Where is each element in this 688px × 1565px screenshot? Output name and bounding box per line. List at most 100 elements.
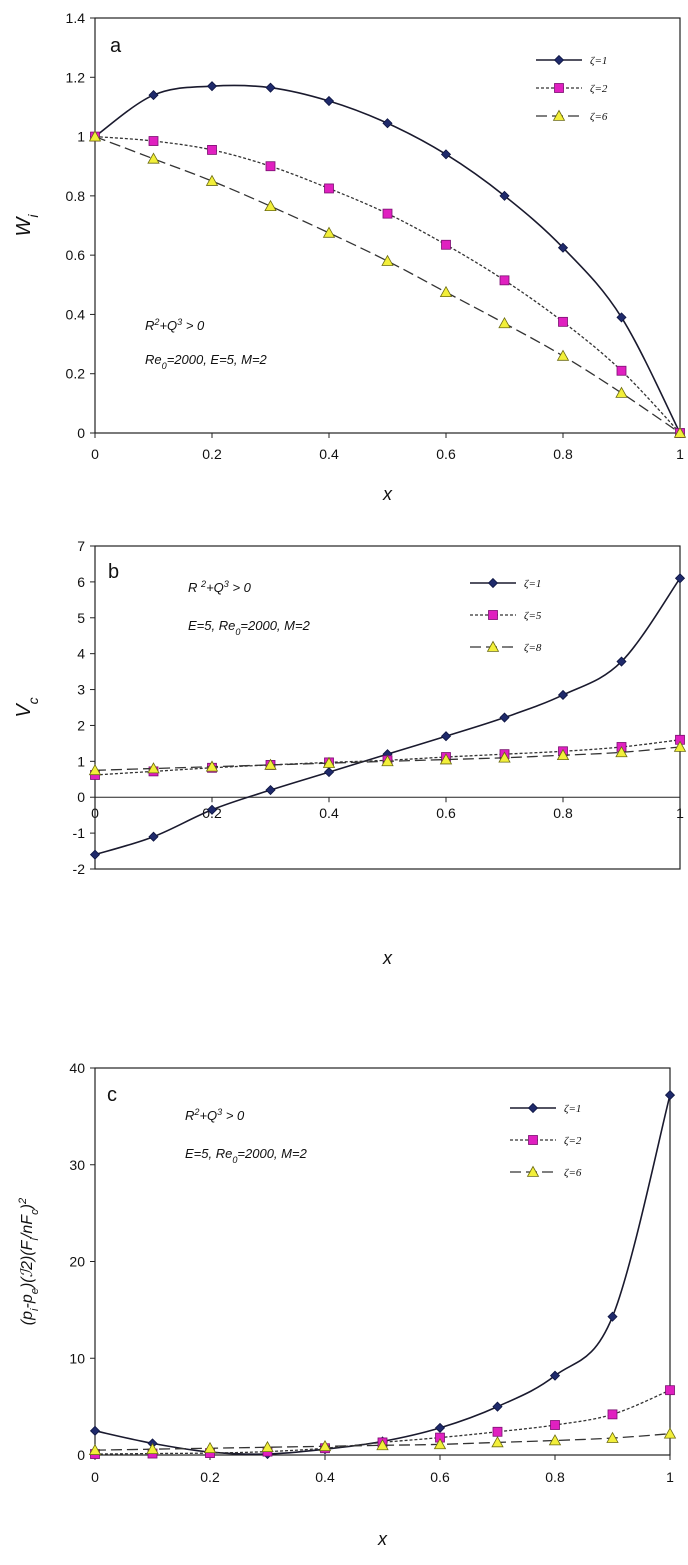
x-tick-label: 0.8 — [553, 446, 573, 462]
x-axis-title: x — [382, 948, 393, 968]
series-triangle — [88, 740, 687, 776]
y-tick-label: 6 — [77, 574, 85, 590]
y-axis-title: (pi-pe)(ℐ2)(Fi/nFc)2 — [17, 1197, 41, 1325]
legend-label: ζ=1 — [524, 578, 541, 590]
annotation-l1-part: R — [185, 1108, 194, 1123]
y-tick-label: 1 — [77, 129, 85, 145]
x-tick-label: 1 — [666, 1469, 674, 1485]
data-point — [265, 784, 276, 796]
legend-label: ζ=2 — [564, 1135, 582, 1147]
y-axis-title-part: ) — [19, 1204, 36, 1211]
y-tick-label: 20 — [69, 1254, 85, 1270]
data-point — [88, 763, 102, 776]
x-tick-label: 0.4 — [319, 446, 339, 462]
chart-panel-a: 0 0.2 0.4 0.6 0.8 1 1.2 1.4 0 0.2 0.4 0.6 0.8 1 x Wi a R2… — [13, 10, 687, 504]
data-point — [148, 831, 159, 842]
annotation-l2-part: 0 — [162, 361, 167, 371]
annotation-l1-part: +Q — [206, 580, 224, 595]
data-point — [674, 573, 686, 584]
data-point — [206, 81, 218, 92]
legend-marker — [526, 1165, 540, 1177]
y-tick-label: 4 — [77, 646, 85, 662]
legend-label: ζ=6 — [590, 111, 608, 123]
series-line — [94, 1433, 671, 1451]
data-point — [323, 95, 335, 107]
data-point — [616, 365, 627, 376]
data-point — [318, 1439, 332, 1452]
y-tick-label: 0.4 — [66, 306, 86, 322]
y-axis-title-part: -p — [19, 1294, 36, 1308]
data-point — [665, 1385, 675, 1396]
data-point — [607, 1409, 618, 1420]
data-point — [88, 130, 102, 142]
x-tick-label: 0.8 — [553, 805, 573, 821]
y-tick-label: 1.4 — [66, 10, 86, 26]
legend-marker — [554, 83, 564, 93]
annotation-l1-part: 2 — [193, 1107, 199, 1117]
legend-label: ζ=5 — [524, 610, 542, 622]
annotation-l1-part: > 0 — [229, 580, 252, 595]
y-axis-title-part: 2 — [17, 1197, 29, 1205]
x-axis-title: x — [377, 1529, 388, 1549]
annotation-l2-part: 0 — [235, 627, 240, 637]
annotation-l1: R2+Q3 > 0 — [145, 317, 205, 333]
data-point — [89, 849, 101, 860]
y-tick-label: -2 — [73, 861, 86, 877]
panel-letter: c — [107, 1084, 117, 1106]
annotation-l2-part: Re — [145, 352, 162, 367]
data-point — [322, 756, 336, 768]
data-point — [499, 275, 510, 286]
legend-marker — [486, 640, 500, 652]
y-tick-label: -1 — [73, 825, 86, 841]
annotation-l2-part: E=5, Re — [185, 1146, 232, 1161]
data-point — [261, 1440, 274, 1453]
legend-label: ζ=8 — [524, 642, 542, 654]
legend-label: ζ=6 — [564, 1167, 582, 1179]
y-axis-title-part: /nF — [19, 1214, 36, 1239]
data-point — [382, 208, 393, 219]
y-tick-label: 30 — [69, 1157, 85, 1173]
y-axis-title-part: c — [29, 1209, 41, 1215]
plot-frame — [94, 17, 681, 434]
y-tick-label: 1.2 — [66, 69, 86, 85]
data-point — [556, 349, 570, 361]
y-tick-label: 3 — [77, 682, 85, 698]
data-point — [549, 1370, 561, 1381]
y-axis-title-part: (p — [19, 1311, 36, 1325]
y-tick-label: 1 — [77, 753, 85, 769]
x-tick-label: 1 — [676, 805, 684, 821]
data-point — [324, 183, 334, 194]
data-point — [607, 1311, 618, 1322]
annotation-l1-part: 3 — [177, 317, 182, 327]
legend-label: ζ=1 — [564, 1103, 581, 1115]
x-tick-label: 0.4 — [315, 1469, 335, 1485]
data-point — [88, 1443, 102, 1455]
legend-marker — [552, 109, 566, 121]
data-point — [440, 149, 452, 160]
annotation-l1-part: 3 — [217, 1107, 222, 1117]
annotation-l2-part: =2000, E=5, M=2 — [167, 352, 268, 367]
data-point — [323, 767, 335, 778]
x-tick-label: 0.6 — [436, 805, 456, 821]
y-axis-title-part: )(ℐ2)(F — [19, 1239, 36, 1290]
data-point — [146, 1442, 159, 1454]
series-triangle — [88, 130, 687, 438]
data-point — [148, 136, 159, 146]
data-point — [557, 242, 569, 253]
data-point — [664, 1090, 676, 1101]
panel-letter: b — [108, 561, 119, 583]
series-diamond — [89, 573, 686, 860]
data-point — [499, 712, 510, 723]
y-axis-title-subscript: c — [25, 697, 41, 704]
series-line — [94, 84, 681, 434]
data-point — [615, 746, 628, 758]
data-point — [440, 731, 452, 742]
x-tick-label: 0.2 — [202, 446, 222, 462]
data-point — [673, 740, 687, 752]
annotation-l1-part: > 0 — [222, 1108, 245, 1123]
annotation-l1-part: R — [145, 318, 154, 333]
y-axis-title: Vc — [13, 697, 41, 717]
